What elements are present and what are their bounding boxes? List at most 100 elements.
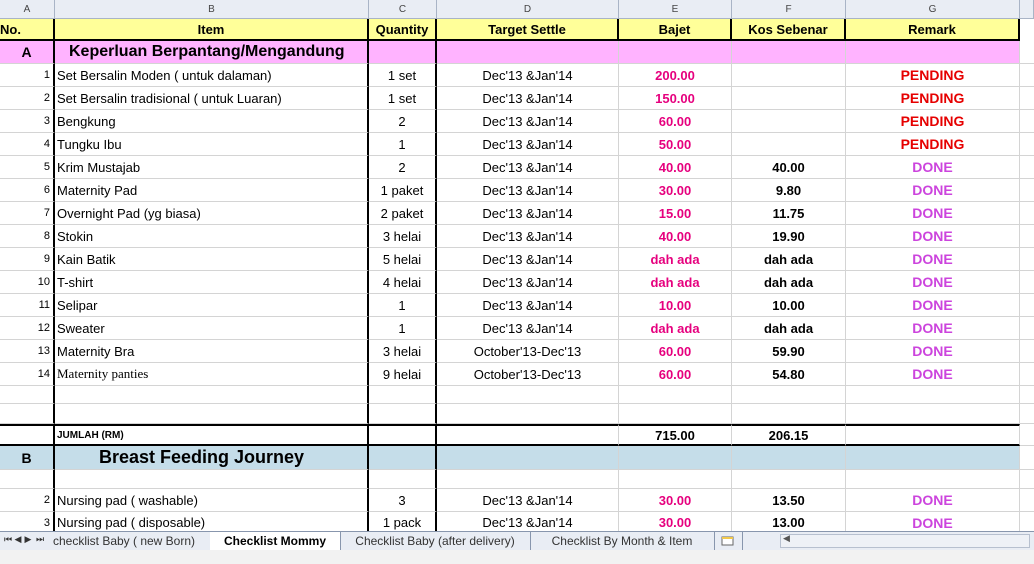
target-settle-cell[interactable]: Dec'13 &Jan'14 [437,156,619,179]
last-sheet-icon[interactable]: ⏭ [35,534,45,544]
section-a-cell-e[interactable] [619,41,732,64]
kos-sebenar-cell[interactable]: 19.90 [732,225,846,248]
empty-cell[interactable] [1020,489,1034,512]
tab-checklist-baby-after-delivery[interactable]: Checklist Baby (after delivery) [340,532,531,550]
blank-cell-g[interactable] [846,386,1020,404]
target-settle-cell[interactable]: Dec'13 &Jan'14 [437,64,619,87]
quantity-cell[interactable]: 3 helai [369,340,437,363]
blank-cell-e[interactable] [619,386,732,404]
blank-cell-c[interactable] [369,386,437,404]
bajet-cell[interactable]: 40.00 [619,225,732,248]
header-bajet[interactable]: Bajet [619,19,732,41]
bajet-cell[interactable]: 50.00 [619,133,732,156]
empty-cell[interactable] [1020,64,1034,87]
row-number[interactable]: 5 [0,156,55,179]
kos-sebenar-cell[interactable]: 10.00 [732,294,846,317]
item-cell[interactable]: Maternity Pad [55,179,369,202]
section-a-cell-g[interactable] [846,41,1020,64]
quantity-cell[interactable]: 1 set [369,87,437,110]
remark-cell[interactable]: PENDING [846,64,1020,87]
target-settle-cell[interactable]: Dec'13 &Jan'14 [437,248,619,271]
total-bajet[interactable]: 715.00 [619,424,732,446]
target-settle-cell[interactable]: Dec'13 &Jan'14 [437,202,619,225]
total-cell-d[interactable] [437,424,619,446]
item-cell[interactable]: T-shirt [55,271,369,294]
empty-cell[interactable] [1020,317,1034,340]
remark-cell[interactable]: DONE [846,363,1020,386]
blank-cell-b[interactable] [55,386,369,404]
target-settle-cell[interactable]: Dec'13 &Jan'14 [437,294,619,317]
target-settle-cell[interactable]: Dec'13 &Jan'14 [437,133,619,156]
column-header-a[interactable]: A [0,0,55,19]
blank-cell-f[interactable] [732,470,846,489]
section-b-cell-c[interactable] [369,446,437,470]
empty-cell[interactable] [1020,202,1034,225]
blank-cell-g[interactable] [846,404,1020,424]
remark-cell[interactable]: PENDING [846,133,1020,156]
item-cell[interactable]: Kain Batik [55,248,369,271]
section-b-title[interactable]: Breast Feeding Journey [55,446,369,470]
header-remark[interactable]: Remark [846,19,1020,41]
empty-cell[interactable] [1020,110,1034,133]
row-number[interactable]: 9 [0,248,55,271]
quantity-cell[interactable]: 3 [369,489,437,512]
kos-sebenar-cell[interactable]: 9.80 [732,179,846,202]
empty-cell[interactable] [1020,248,1034,271]
blank-cell-d[interactable] [437,404,619,424]
bajet-cell[interactable]: 150.00 [619,87,732,110]
item-cell[interactable]: Krim Mustajab [55,156,369,179]
remark-cell[interactable]: DONE [846,179,1020,202]
total-cell-g[interactable] [846,424,1020,446]
item-cell[interactable]: Bengkung [55,110,369,133]
total-label[interactable]: JUMLAH (RM) [55,424,369,446]
item-cell[interactable]: Maternity panties [55,363,369,386]
target-settle-cell[interactable]: October'13-Dec'13 [437,340,619,363]
total-kos[interactable]: 206.15 [732,424,846,446]
remark-cell[interactable]: DONE [846,225,1020,248]
total-cell-h[interactable] [1020,424,1034,446]
item-cell[interactable]: Set Bersalin tradisional ( untuk Luaran) [55,87,369,110]
row-number[interactable]: 12 [0,317,55,340]
remark-cell[interactable]: PENDING [846,87,1020,110]
header-kos-sebenar[interactable]: Kos Sebenar [732,19,846,41]
blank-cell-a[interactable] [0,404,55,424]
section-a-cell-h[interactable] [1020,41,1034,64]
blank-cell-a[interactable] [0,386,55,404]
row-number[interactable]: 7 [0,202,55,225]
empty-cell[interactable] [1020,225,1034,248]
quantity-cell[interactable]: 2 [369,156,437,179]
total-cell-a[interactable] [0,424,55,446]
row-number[interactable]: 3 [0,110,55,133]
row-number[interactable]: 8 [0,225,55,248]
quantity-cell[interactable]: 1 set [369,64,437,87]
target-settle-cell[interactable]: Dec'13 &Jan'14 [437,87,619,110]
remark-cell[interactable]: DONE [846,489,1020,512]
kos-sebenar-cell[interactable]: 54.80 [732,363,846,386]
blank-cell-f[interactable] [732,404,846,424]
target-settle-cell[interactable]: Dec'13 &Jan'14 [437,179,619,202]
blank-cell-e[interactable] [619,470,732,489]
header-empty-cell[interactable] [1020,19,1034,41]
blank-cell-d[interactable] [437,470,619,489]
kos-sebenar-cell[interactable]: 11.75 [732,202,846,225]
remark-cell[interactable]: DONE [846,248,1020,271]
bajet-cell[interactable]: dah ada [619,271,732,294]
target-settle-cell[interactable]: October'13-Dec'13 [437,363,619,386]
blank-cell-b[interactable] [55,404,369,424]
item-cell[interactable]: Set Bersalin Moden ( untuk dalaman) [55,64,369,87]
tab-checklist-by-month-item[interactable]: Checklist By Month & Item [530,532,715,550]
bajet-cell[interactable]: dah ada [619,248,732,271]
prev-sheet-icon[interactable]: ◀ [14,534,22,544]
column-header-f[interactable]: F [732,0,846,19]
tab-checklist-mommy[interactable]: Checklist Mommy [210,532,341,550]
row-number[interactable]: 2 [0,87,55,110]
kos-sebenar-cell[interactable] [732,133,846,156]
quantity-cell[interactable]: 2 [369,110,437,133]
kos-sebenar-cell[interactable]: dah ada [732,248,846,271]
row-number[interactable]: 11 [0,294,55,317]
quantity-cell[interactable]: 1 [369,294,437,317]
target-settle-cell[interactable]: Dec'13 &Jan'14 [437,110,619,133]
remark-cell[interactable]: DONE [846,340,1020,363]
header-no[interactable]: No. [0,19,55,41]
bajet-cell[interactable]: 60.00 [619,110,732,133]
